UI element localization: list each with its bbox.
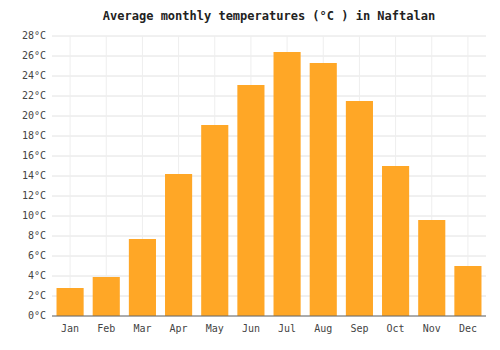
x-tick-label: Oct bbox=[387, 323, 405, 334]
bar bbox=[418, 220, 445, 316]
y-grid-line bbox=[52, 116, 486, 117]
x-tick-label: Feb bbox=[97, 323, 115, 334]
bar bbox=[454, 266, 481, 316]
y-tick-label: 10°C bbox=[22, 210, 46, 221]
x-grid-line bbox=[70, 36, 71, 316]
x-grid-line bbox=[106, 36, 107, 316]
y-tick-label: 0°C bbox=[28, 310, 46, 321]
y-grid-line bbox=[52, 56, 486, 57]
y-grid-line bbox=[52, 36, 486, 37]
y-grid-line bbox=[52, 76, 486, 77]
bar bbox=[201, 125, 228, 316]
bar bbox=[274, 52, 301, 316]
y-tick-label: 18°C bbox=[22, 130, 46, 141]
x-tick-label: Jan bbox=[61, 323, 79, 334]
y-tick-label: 26°C bbox=[22, 50, 46, 61]
x-tick-label: Dec bbox=[459, 323, 477, 334]
y-tick-label: 28°C bbox=[22, 30, 46, 41]
x-tick-label: Nov bbox=[423, 323, 441, 334]
x-tick-label: Jun bbox=[242, 323, 260, 334]
y-tick-label: 24°C bbox=[22, 70, 46, 81]
bar bbox=[93, 277, 120, 316]
grid bbox=[52, 36, 486, 316]
bar bbox=[129, 239, 156, 316]
chart-svg: 0°C 2°C 4°C 6°C 8°C 10°C 12°C 14°C 16°C 18°C 20°C 2… bbox=[0, 0, 500, 350]
y-tick-label: 2°C bbox=[28, 290, 46, 301]
y-grid-line bbox=[52, 156, 486, 157]
page: {"chart_data": {"type": "bar", "title": … bbox=[0, 0, 500, 350]
y-grid-line bbox=[52, 136, 486, 137]
y-grid-line bbox=[52, 96, 486, 97]
y-tick-labels: 0°C 2°C 4°C 6°C 8°C 10°C 12°C 14°C 16°C 18°C 20°C 2… bbox=[22, 30, 46, 321]
y-tick-label: 22°C bbox=[22, 90, 46, 101]
bar bbox=[165, 174, 192, 316]
y-grid-line bbox=[52, 196, 486, 197]
x-tick-labels: Jan Feb Mar Apr May Jun Jul Aug Sep Oct Nov Dec bbox=[61, 323, 477, 334]
x-axis-line bbox=[52, 316, 486, 317]
y-tick-label: 14°C bbox=[22, 170, 46, 181]
y-tick-label: 16°C bbox=[22, 150, 46, 161]
y-grid-line bbox=[52, 176, 486, 177]
x-tick-label: Sep bbox=[350, 323, 368, 334]
x-tick-label: Mar bbox=[133, 323, 151, 334]
y-grid-line bbox=[52, 316, 486, 317]
y-tick-label: 20°C bbox=[22, 110, 46, 121]
bars bbox=[57, 52, 482, 316]
y-tick-label: 12°C bbox=[22, 190, 46, 201]
chart-container: 0°C 2°C 4°C 6°C 8°C 10°C 12°C 14°C 16°C 18°C 20°C 2… bbox=[0, 0, 500, 350]
bar bbox=[237, 85, 264, 316]
chart-title: Average monthly temperatures (°C ) in Na… bbox=[103, 9, 435, 23]
bar bbox=[382, 166, 409, 316]
bar bbox=[346, 101, 373, 316]
y-tick-label: 8°C bbox=[28, 230, 46, 241]
x-tick-label: Aug bbox=[314, 323, 332, 334]
y-tick-label: 4°C bbox=[28, 270, 46, 281]
bar bbox=[57, 288, 84, 316]
y-grid-line bbox=[52, 216, 486, 217]
x-tick-label: Jul bbox=[278, 323, 296, 334]
x-tick-label: May bbox=[206, 323, 224, 334]
y-tick-label: 6°C bbox=[28, 250, 46, 261]
x-tick-label: Apr bbox=[170, 323, 188, 334]
bar bbox=[310, 63, 337, 316]
